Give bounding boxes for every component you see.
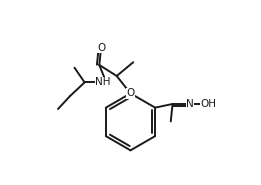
Text: NH: NH	[95, 77, 111, 87]
Text: OH: OH	[200, 99, 216, 109]
Text: O: O	[126, 88, 135, 98]
Text: N: N	[186, 99, 194, 109]
Text: O: O	[97, 43, 105, 53]
